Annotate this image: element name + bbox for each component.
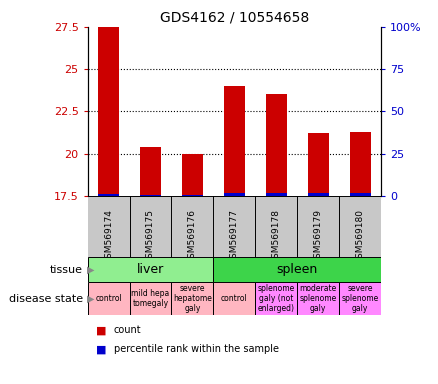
Bar — [130, 282, 171, 315]
Bar — [171, 282, 213, 315]
Text: severe
hepatome
galy: severe hepatome galy — [173, 284, 212, 313]
Text: splenome
galy (not
enlarged): splenome galy (not enlarged) — [258, 284, 295, 313]
Bar — [140, 147, 161, 196]
Bar — [339, 282, 381, 315]
Text: count: count — [114, 325, 141, 335]
Text: severe
splenome
galy: severe splenome galy — [342, 284, 379, 313]
Text: ■: ■ — [96, 325, 107, 335]
Bar — [266, 94, 287, 196]
Bar — [350, 132, 371, 196]
Bar — [213, 282, 255, 315]
Bar — [255, 282, 297, 315]
Bar — [307, 133, 328, 196]
Bar — [297, 282, 339, 315]
Bar — [224, 86, 245, 196]
Bar — [88, 257, 213, 282]
Text: disease state: disease state — [9, 293, 83, 304]
Text: percentile rank within the sample: percentile rank within the sample — [114, 344, 279, 354]
Bar — [213, 257, 381, 282]
Bar — [88, 282, 130, 315]
Text: moderate
splenome
galy: moderate splenome galy — [300, 284, 337, 313]
Bar — [266, 193, 287, 196]
Text: control: control — [221, 294, 248, 303]
Text: ▶: ▶ — [87, 265, 95, 275]
Bar — [224, 193, 245, 196]
Text: liver: liver — [137, 263, 164, 276]
Bar — [140, 195, 161, 196]
Text: mild hepa
tomegaly: mild hepa tomegaly — [131, 289, 170, 308]
Text: control: control — [95, 294, 122, 303]
Text: ■: ■ — [96, 344, 107, 354]
Title: GDS4162 / 10554658: GDS4162 / 10554658 — [160, 10, 309, 24]
Bar — [182, 154, 203, 196]
Bar — [307, 193, 328, 196]
Bar — [98, 194, 119, 196]
Bar — [350, 193, 371, 196]
Bar — [182, 195, 203, 196]
Text: tissue: tissue — [50, 265, 83, 275]
Bar — [98, 27, 119, 196]
Text: ▶: ▶ — [87, 293, 95, 304]
Text: spleen: spleen — [276, 263, 318, 276]
